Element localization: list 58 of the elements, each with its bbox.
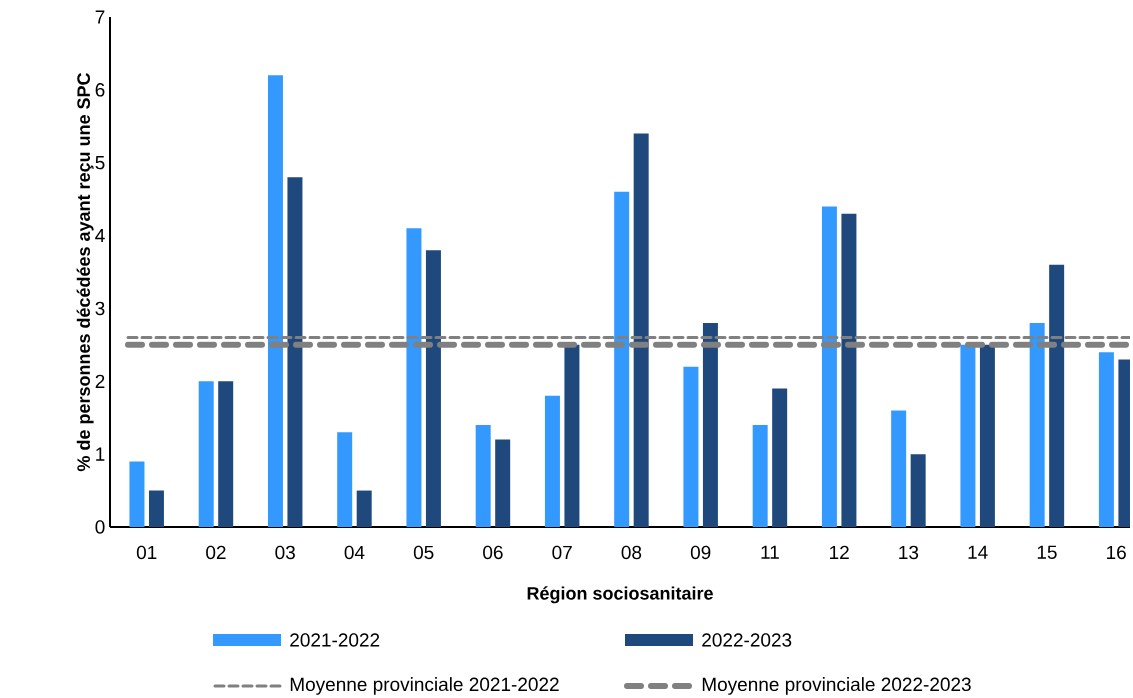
legend-label: Moyenne provinciale 2022-2023 — [702, 677, 971, 695]
x-tick-label: 12 — [830, 545, 849, 559]
x-tick-label: 16 — [1107, 545, 1126, 560]
x-tick-label: 11 — [761, 545, 779, 559]
bar — [475, 424, 491, 527]
x-tick-label: 01 — [136, 545, 157, 560]
bar — [356, 490, 372, 527]
bar — [821, 206, 837, 527]
bar — [702, 322, 718, 527]
bar — [544, 395, 560, 527]
y-tick-label: 5 — [95, 156, 105, 170]
bar — [891, 410, 907, 527]
y-tick-label: 0 — [95, 520, 105, 534]
bar — [218, 381, 234, 527]
bar — [425, 250, 441, 527]
bar — [267, 75, 283, 527]
bar — [614, 191, 630, 527]
x-tick-label: 15 — [1037, 545, 1057, 559]
bar — [564, 344, 580, 527]
x-tick-label: 13 — [899, 545, 919, 560]
y-tick-label: 7 — [95, 10, 105, 24]
bar — [1049, 264, 1065, 527]
bar — [406, 228, 422, 527]
bar — [1098, 352, 1114, 527]
bar — [495, 439, 511, 527]
y-tick-label: 1 — [96, 447, 105, 461]
legend-label: 2022-2023 — [702, 633, 792, 647]
x-tick-label: 09 — [690, 545, 711, 560]
bar — [198, 381, 214, 527]
bar — [841, 213, 857, 527]
bar — [148, 490, 164, 527]
x-tick-label: 05 — [413, 545, 434, 560]
y-tick-label: 4 — [95, 229, 105, 243]
bar — [633, 133, 649, 527]
bar — [683, 366, 699, 527]
legend-label: Moyenne provinciale 2021-2022 — [290, 677, 559, 695]
bar — [752, 424, 768, 527]
bar — [287, 177, 303, 527]
bar — [1029, 322, 1045, 527]
bar — [772, 388, 788, 527]
bar — [337, 432, 353, 527]
legend-label: 2021-2022 — [290, 633, 380, 647]
x-tick-label: 03 — [275, 545, 295, 560]
y-tick-label: 2 — [95, 374, 105, 388]
y-axis-title: % de personnes décédées ayant reçu une SPC — [76, 72, 94, 472]
x-tick-label: 04 — [344, 545, 365, 560]
x-tick-label: 14 — [968, 545, 988, 559]
bar — [910, 454, 926, 527]
bar — [129, 461, 145, 527]
x-axis-title: Région sociosanitaire — [527, 586, 713, 604]
x-tick-label: 08 — [621, 545, 642, 560]
y-tick-label: 3 — [95, 301, 105, 316]
bar — [979, 344, 995, 527]
bar — [960, 344, 976, 527]
x-tick-label: 02 — [206, 545, 226, 560]
x-tick-label: 06 — [483, 545, 503, 560]
y-tick-label: 6 — [95, 83, 105, 97]
x-tick-label: 07 — [552, 545, 572, 560]
